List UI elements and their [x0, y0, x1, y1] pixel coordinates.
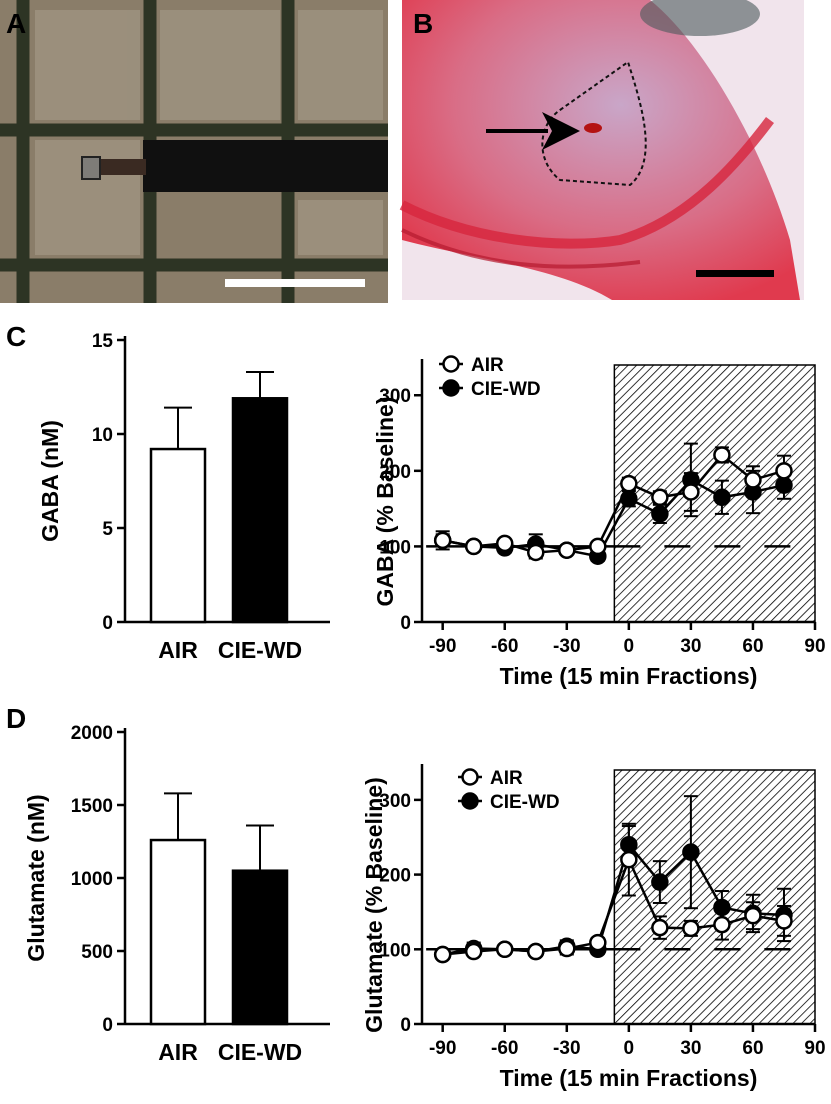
y-tick-label: 100 [379, 537, 411, 558]
y-tick-label: 0 [400, 613, 411, 634]
x-tick-label: -30 [553, 636, 580, 657]
photo-b: B [399, 0, 804, 300]
category-label: AIR [158, 637, 198, 663]
y-tick-label: 10 [92, 425, 113, 446]
x-tick-label: 60 [742, 636, 763, 657]
data-point-cie-wd [651, 873, 669, 891]
x-tick-label: 0 [624, 636, 635, 657]
bar-air [149, 447, 207, 624]
legend-label: AIR [471, 355, 504, 376]
bar-cie-wd [231, 397, 289, 624]
y-axis-title: GABA (nM) [37, 420, 63, 542]
x-tick-label: 90 [804, 636, 825, 657]
data-point-air [620, 474, 638, 493]
panel-letter-d: D [6, 703, 26, 734]
panel-letter-a: A [6, 8, 26, 39]
y-tick-label: 15 [92, 331, 114, 352]
y-tick-label: 1000 [71, 869, 113, 890]
x-tick-label: 30 [680, 1038, 701, 1059]
y-tick-label: 2000 [71, 723, 113, 744]
data-point-air [433, 945, 452, 964]
data-point-cie-wd [682, 843, 700, 861]
category-label: CIE-WD [218, 1039, 302, 1065]
data-point-air [558, 541, 576, 559]
glutamate-time-course-chart: 0 100 200 300 -90 -60 -30 0 30 60 90 AIR CIE-WD Time … [361, 764, 826, 1091]
data-point-air [744, 906, 762, 925]
category-label: AIR [158, 1039, 198, 1065]
y-tick-label: 200 [379, 462, 411, 483]
x-tick-label: -90 [429, 1038, 456, 1059]
data-point-air [558, 939, 576, 958]
data-point-air [651, 918, 669, 937]
legend-label: CIE-WD [490, 792, 560, 813]
x-axis-title: Time (15 min Fractions) [500, 1065, 758, 1091]
y-axis-title: Glutamate (% Baseline) [361, 777, 387, 1033]
data-point-air [713, 446, 731, 464]
data-point-air [464, 537, 483, 556]
y-tick-label: 100 [379, 940, 411, 961]
y-tick-label: 300 [379, 791, 411, 812]
panel-letter-c: C [6, 321, 26, 352]
brain-section-histology [399, 0, 800, 300]
data-point-air [589, 537, 607, 556]
y-axis-title: GABA (% Baseline) [372, 396, 398, 606]
y-tick-label: 200 [379, 866, 411, 887]
legend-marker-cie-wd [461, 792, 479, 810]
x-tick-label: 0 [624, 1038, 635, 1059]
legend-label: AIR [490, 768, 523, 789]
y-tick-label: 0 [102, 1015, 113, 1036]
data-point-air [433, 531, 452, 550]
data-point-air [589, 933, 607, 952]
data-point-air [527, 543, 545, 562]
data-point-air [651, 488, 669, 507]
data-point-air [495, 940, 514, 959]
x-tick-label: 30 [680, 636, 701, 657]
data-point-air [713, 915, 731, 934]
data-point-cie-wd [651, 505, 669, 523]
bar-air [149, 838, 207, 1026]
legend-marker-air [461, 768, 479, 786]
scale-bar [696, 270, 774, 277]
y-tick-label: 5 [102, 519, 113, 540]
y-tick-label: 1500 [71, 796, 113, 817]
x-tick-label: -90 [429, 636, 456, 657]
data-point-air [620, 850, 638, 869]
data-point-air [682, 919, 700, 938]
data-point-cie-wd [713, 488, 731, 507]
legend-label: CIE-WD [471, 379, 541, 400]
y-axis-title: Glutamate (nM) [23, 794, 49, 961]
x-tick-label: 60 [742, 1038, 763, 1059]
y-tick-label: 300 [379, 386, 411, 407]
x-tick-label: 90 [804, 1038, 825, 1059]
data-point-air [495, 534, 514, 553]
y-tick-label: 0 [102, 613, 113, 634]
legend-marker-cie-wd [442, 379, 460, 397]
x-tick-label: -60 [491, 1038, 518, 1059]
gaba-time-course-chart: 0 100 200 300 -90 -60 -30 0 30 60 90 AIR CIE-WD Time … [372, 355, 826, 689]
data-point-air [744, 471, 762, 489]
y-tick-label: 0 [400, 1015, 411, 1036]
data-point-air [775, 912, 793, 930]
y-tick-label: 500 [81, 942, 113, 963]
glutamate-bar-chart: 0 500 1000 1500 2000 AIR CIE-WD Glutamate (nM) [23, 723, 330, 1065]
microdialysis-probe-photo [81, 140, 388, 192]
x-tick-label: -60 [491, 636, 518, 657]
data-point-air [464, 942, 483, 961]
data-point-air [682, 483, 700, 501]
legend-marker-air [442, 355, 460, 373]
scale-bar [225, 279, 365, 287]
panel-letter-b: B [413, 8, 433, 39]
data-point-air [775, 462, 793, 480]
category-label: CIE-WD [218, 637, 302, 663]
x-tick-label: -30 [553, 1038, 580, 1059]
x-axis-title: Time (15 min Fractions) [500, 663, 758, 689]
bar-cie-wd [231, 869, 289, 1026]
photo-a: A [0, 0, 388, 303]
data-point-air [527, 942, 545, 961]
gaba-bar-chart: 0 5 10 15 AIR CIE-WD GABA (nM) [37, 331, 330, 663]
